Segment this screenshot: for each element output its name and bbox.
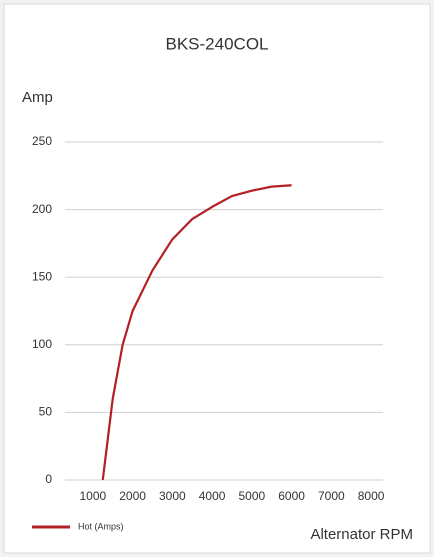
chart-title: BKS-240COL bbox=[166, 34, 269, 53]
y-tick-label: 50 bbox=[39, 405, 53, 419]
y-tick-label: 250 bbox=[32, 134, 52, 148]
x-tick-label: 2000 bbox=[119, 489, 146, 503]
x-tick-label: 6000 bbox=[278, 489, 305, 503]
y-tick-label: 150 bbox=[32, 269, 52, 283]
x-tick-label: 7000 bbox=[318, 489, 345, 503]
x-tick-label: 3000 bbox=[159, 489, 186, 503]
x-tick-label: 8000 bbox=[358, 489, 385, 503]
x-tick-label: 5000 bbox=[238, 489, 265, 503]
x-tick-label: 4000 bbox=[199, 489, 226, 503]
y-axis-label: Amp bbox=[22, 89, 53, 106]
series-line bbox=[101, 184, 292, 481]
y-tick-label: 100 bbox=[32, 337, 52, 351]
y-tick-label: 0 bbox=[45, 472, 52, 486]
x-axis-label: Alternator RPM bbox=[310, 526, 413, 543]
y-tick-label: 200 bbox=[32, 202, 52, 216]
x-tick-label: 1000 bbox=[79, 489, 106, 503]
card bbox=[3, 3, 431, 554]
legend-label: Hot (Amps) bbox=[78, 521, 124, 531]
